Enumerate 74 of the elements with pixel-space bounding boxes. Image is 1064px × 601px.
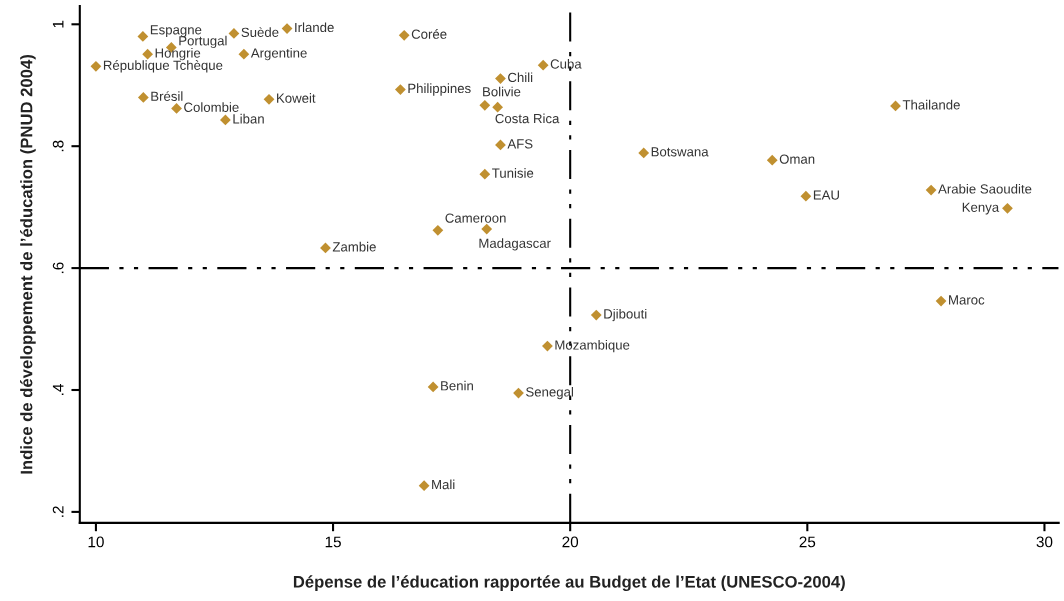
annotation: Brésil bbox=[151, 91, 183, 101]
y-tick-label: .4 bbox=[52, 384, 64, 395]
annotation: Colombie bbox=[184, 102, 239, 112]
y-tick-label: .2 bbox=[52, 506, 64, 517]
point bbox=[537, 59, 549, 71]
point bbox=[228, 28, 240, 39]
y-tick-label: .6 bbox=[52, 262, 64, 274]
annotation: Suède bbox=[241, 27, 279, 37]
annotation: Zambie bbox=[332, 241, 376, 252]
annotation: Djibouti bbox=[604, 308, 647, 322]
annotation: Maroc bbox=[949, 295, 985, 305]
point bbox=[800, 190, 812, 202]
annotation: Botswana bbox=[651, 147, 709, 157]
annotation: Mali bbox=[432, 479, 455, 490]
annotation: République Tchèque bbox=[103, 60, 223, 73]
annotation: Benin bbox=[441, 380, 473, 391]
annotation: Liban bbox=[233, 113, 264, 124]
annotation: Mozambique bbox=[555, 339, 630, 353]
x-axis-title: Dépense de l’éducation rapportée au Budget de l’Etat (UNESCO-2004) bbox=[293, 575, 845, 592]
point bbox=[137, 92, 149, 103]
point bbox=[142, 48, 153, 60]
annotation: Bolivie bbox=[483, 86, 521, 97]
point bbox=[427, 381, 439, 393]
x-tick-label: 15 bbox=[325, 536, 341, 548]
annotation: Chili bbox=[508, 72, 533, 83]
annotation: Portugal bbox=[179, 35, 227, 49]
point bbox=[137, 31, 149, 42]
point bbox=[638, 147, 650, 159]
annotation: Philippines bbox=[408, 83, 471, 96]
point bbox=[935, 295, 947, 307]
annotation: Corée bbox=[411, 28, 447, 39]
x-tick-label: 10 bbox=[88, 536, 104, 548]
point bbox=[263, 93, 275, 105]
point bbox=[238, 48, 250, 60]
annotation: Costa Rica bbox=[495, 113, 560, 124]
point bbox=[395, 84, 406, 95]
x-tick-label: 30 bbox=[1036, 536, 1053, 548]
y-axis-title: Indice de développement de l’éducation (PNUD 2004) bbox=[20, 55, 36, 474]
x-tick-label: 25 bbox=[799, 536, 816, 548]
annotation: Argentine bbox=[250, 48, 307, 61]
y-tick-label: 1 bbox=[52, 20, 64, 28]
y-tick-label: .8 bbox=[52, 140, 64, 152]
annotation: EAU bbox=[813, 190, 839, 200]
point bbox=[495, 73, 506, 84]
point bbox=[1002, 202, 1013, 214]
point bbox=[925, 184, 937, 196]
annotation: AFS bbox=[507, 139, 533, 149]
x-tick-label: 20 bbox=[562, 536, 579, 548]
point bbox=[479, 99, 491, 111]
point bbox=[590, 309, 602, 321]
point bbox=[542, 340, 553, 352]
point bbox=[90, 60, 102, 72]
annotation: Madagascar bbox=[479, 238, 551, 251]
annotation: Espagne bbox=[150, 25, 202, 38]
annotation: Arabie Saoudite bbox=[938, 183, 1032, 194]
point bbox=[432, 224, 444, 236]
point bbox=[418, 480, 430, 492]
point bbox=[220, 114, 231, 126]
point bbox=[171, 103, 182, 114]
annotation: Senegal bbox=[526, 386, 573, 400]
point bbox=[481, 223, 493, 235]
annotation: Irlande bbox=[295, 22, 334, 33]
annotation: Thailande bbox=[902, 99, 960, 110]
point bbox=[492, 101, 504, 113]
point bbox=[479, 168, 491, 180]
annotation: Hongrie bbox=[155, 48, 201, 61]
annotation: Cameroon bbox=[445, 213, 506, 223]
annotation: Cuba bbox=[550, 58, 582, 69]
point bbox=[398, 29, 410, 41]
annotation: Kenya bbox=[962, 202, 1000, 215]
point bbox=[766, 154, 778, 166]
annotation: Koweit bbox=[277, 93, 316, 103]
annotation: Oman bbox=[779, 154, 815, 164]
annotation: Tunisie bbox=[492, 168, 534, 178]
